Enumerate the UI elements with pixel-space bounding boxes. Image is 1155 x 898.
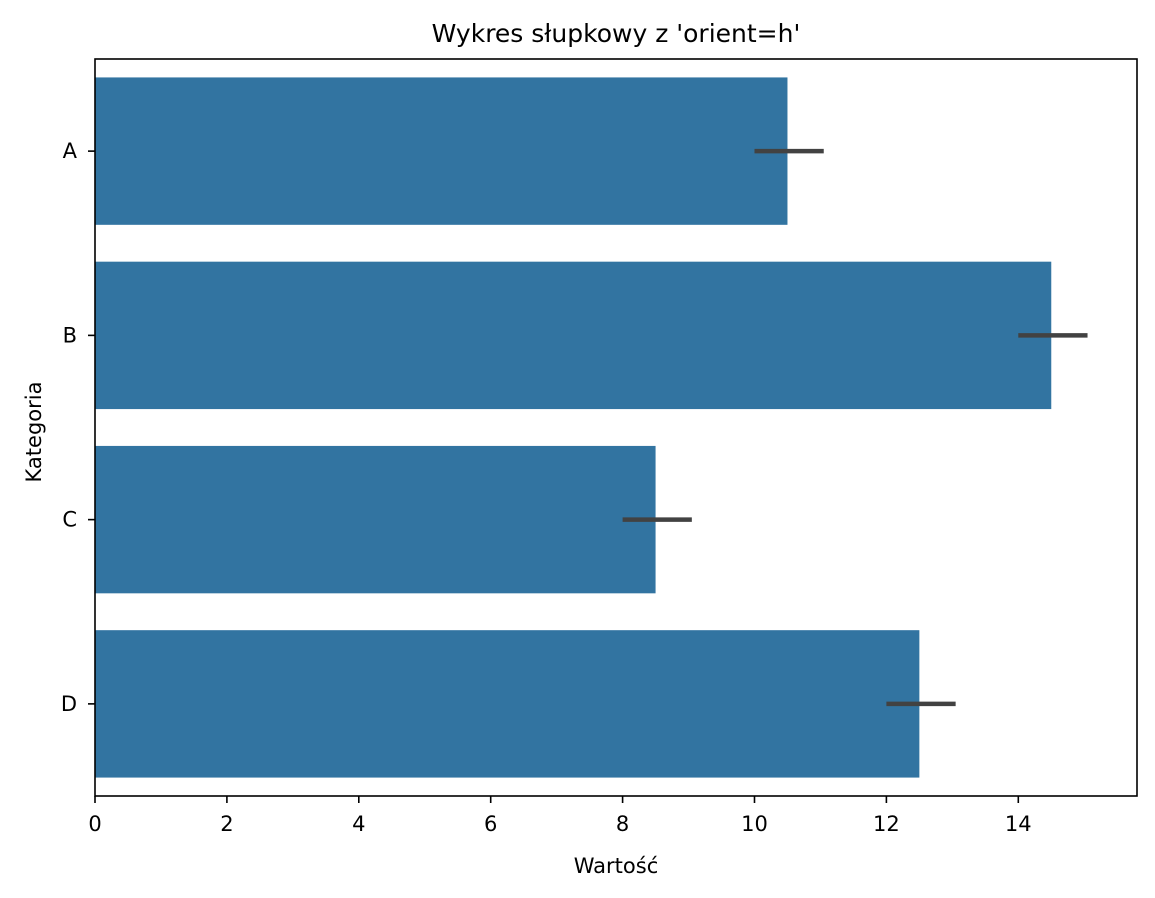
x-tick-label-12: 12 bbox=[873, 812, 900, 836]
y-tick-label-A: A bbox=[63, 139, 78, 163]
x-tick-label-0: 0 bbox=[88, 812, 101, 836]
x-tick-label-2: 2 bbox=[220, 812, 233, 836]
bar-C bbox=[95, 445, 656, 594]
x-tick-label-4: 4 bbox=[352, 812, 365, 836]
errorbars-layer bbox=[622, 148, 1088, 707]
plot-frame bbox=[94, 58, 1138, 797]
bar-D bbox=[95, 630, 920, 778]
y-axis-ticks: A B C D bbox=[61, 139, 95, 716]
chart-title: Wykres słupkowy z 'orient=h' bbox=[432, 19, 801, 48]
y-axis-title: Kategoria bbox=[22, 382, 46, 483]
y-tick-label-D: D bbox=[61, 692, 77, 716]
y-tick-label-B: B bbox=[63, 323, 77, 347]
x-tick-label-10: 10 bbox=[741, 812, 768, 836]
x-axis-ticks: 0 2 4 6 8 10 12 14 bbox=[88, 796, 1032, 836]
bar-B bbox=[95, 261, 1052, 410]
y-tick-label-C: C bbox=[62, 508, 77, 532]
x-tick-label-8: 8 bbox=[616, 812, 629, 836]
bar-A bbox=[95, 77, 788, 225]
x-tick-label-14: 14 bbox=[1005, 812, 1032, 836]
bars-layer bbox=[95, 77, 1052, 778]
x-axis-title: Wartość bbox=[574, 854, 659, 878]
x-tick-label-6: 6 bbox=[484, 812, 497, 836]
